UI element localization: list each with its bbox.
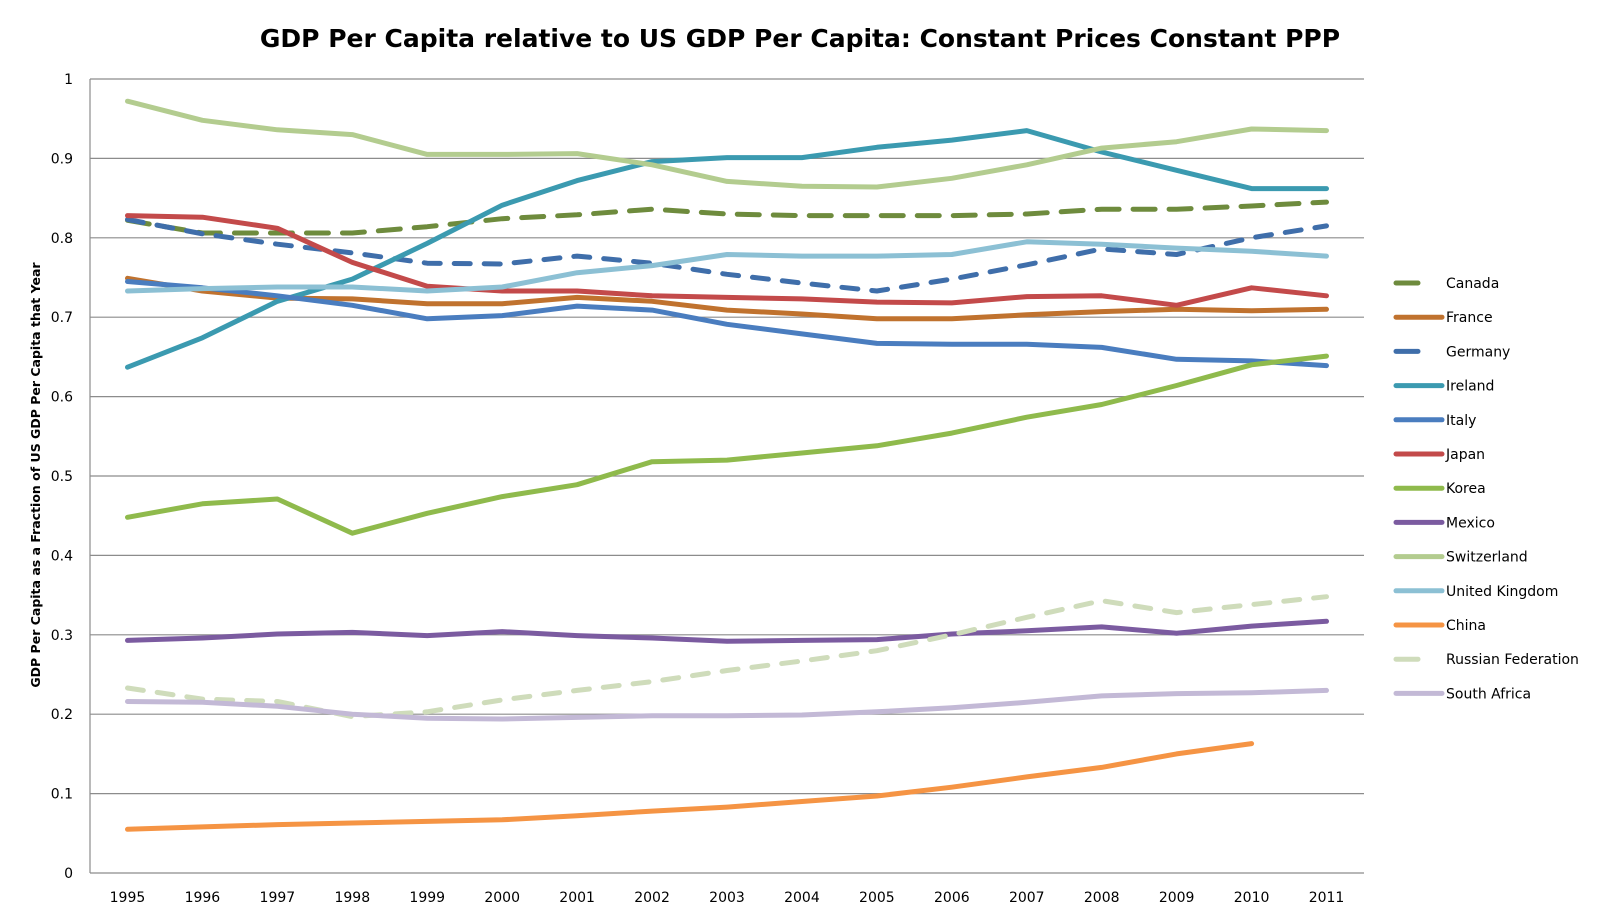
series-lines (125, 98, 1329, 832)
legend-label: Canada (1446, 276, 1499, 292)
series-line-mexico (125, 618, 1329, 644)
x-tick-label: 2009 (1159, 890, 1195, 906)
legend-label: Japan (1445, 447, 1485, 463)
legend: Canada France Germany Ireland Italy Japan Kore… (1393, 276, 1579, 702)
y-tick-label: 0.5 (51, 469, 73, 485)
legend-label: Mexico (1446, 515, 1495, 531)
x-tick-label: 2004 (784, 890, 820, 906)
x-tick-label: 2008 (1084, 890, 1120, 906)
x-tick-label: 2000 (484, 890, 520, 906)
legend-item: Japan (1393, 447, 1485, 463)
x-tick-label: 2002 (634, 890, 670, 906)
legend-label: United Kingdom (1446, 584, 1558, 600)
series-line-italy (125, 279, 1329, 369)
legend-label: Germany (1446, 344, 1510, 360)
legend-item: France (1393, 310, 1493, 326)
series-line-china (125, 741, 1255, 832)
legend-item: Korea (1393, 481, 1486, 497)
y-axis-label: GDP Per Capita as a Fraction of US GDP P… (28, 262, 43, 688)
series-line-russian-federation (125, 594, 1329, 720)
x-tick-label: 1995 (110, 890, 146, 906)
x-tick-label: 2007 (1009, 890, 1045, 906)
x-axis-ticks: 1995 1996 1997 1998 1999 2000 2001 2002 2003 2004… (110, 890, 1345, 906)
y-axis-ticks: 0 0.1 0.2 0.3 0.4 0.5 0.6 0.7 0.8 0.9 1 (51, 72, 73, 882)
legend-item: Ireland (1393, 379, 1494, 395)
x-tick-label: 1997 (260, 890, 296, 906)
x-tick-label: 2010 (1234, 890, 1270, 906)
series-line-germany (125, 217, 1329, 294)
y-tick-label: 0.6 (51, 390, 73, 406)
legend-label: Switzerland (1446, 550, 1528, 566)
x-tick-label: 2003 (709, 890, 745, 906)
y-tick-label: 0.7 (51, 310, 73, 326)
legend-item: Germany (1393, 344, 1510, 360)
y-tick-label: 0.9 (51, 151, 73, 167)
legend-label: Ireland (1446, 379, 1494, 395)
legend-label: South Africa (1446, 686, 1531, 702)
x-tick-label: 1999 (409, 890, 445, 906)
y-tick-label: 0.8 (51, 231, 73, 247)
y-tick-label: 0.3 (51, 628, 73, 644)
x-tick-label: 2005 (859, 890, 895, 906)
y-tick-label: 0.4 (51, 548, 73, 564)
x-tick-label: 1998 (334, 890, 370, 906)
x-tick-label: 2006 (934, 890, 970, 906)
y-tick-label: 0.1 (51, 787, 73, 803)
legend-label: Russian Federation (1446, 652, 1579, 668)
series-line-japan (125, 213, 1329, 308)
legend-item: Switzerland (1393, 550, 1528, 566)
gridlines (89, 78, 1364, 874)
series-line-canada (125, 199, 1329, 236)
legend-label: Italy (1446, 413, 1476, 429)
x-tick-label: 2001 (559, 890, 595, 906)
legend-item: Canada (1393, 276, 1499, 292)
y-tick-label: 1 (64, 72, 73, 88)
y-tick-label: 0 (64, 866, 73, 882)
series-line-france (125, 275, 1329, 322)
series-line-switzerland (125, 98, 1329, 190)
legend-item: Russian Federation (1393, 652, 1579, 668)
legend-item: United Kingdom (1393, 584, 1558, 600)
y-tick-label: 0.2 (51, 707, 73, 723)
legend-item: South Africa (1393, 686, 1531, 702)
series-line-united-kingdom (125, 239, 1329, 294)
legend-item: Mexico (1393, 515, 1495, 531)
series-line-korea (125, 353, 1329, 536)
x-tick-label: 2011 (1309, 890, 1345, 906)
legend-label: China (1446, 618, 1486, 634)
legend-item: Italy (1393, 413, 1476, 429)
series-line-south-africa (125, 687, 1329, 722)
chart-title: GDP Per Capita relative to US GDP Per Ca… (260, 24, 1340, 53)
legend-label: France (1446, 310, 1493, 326)
x-tick-label: 1996 (185, 890, 221, 906)
legend-item: China (1393, 618, 1486, 634)
legend-label: Korea (1446, 481, 1486, 497)
